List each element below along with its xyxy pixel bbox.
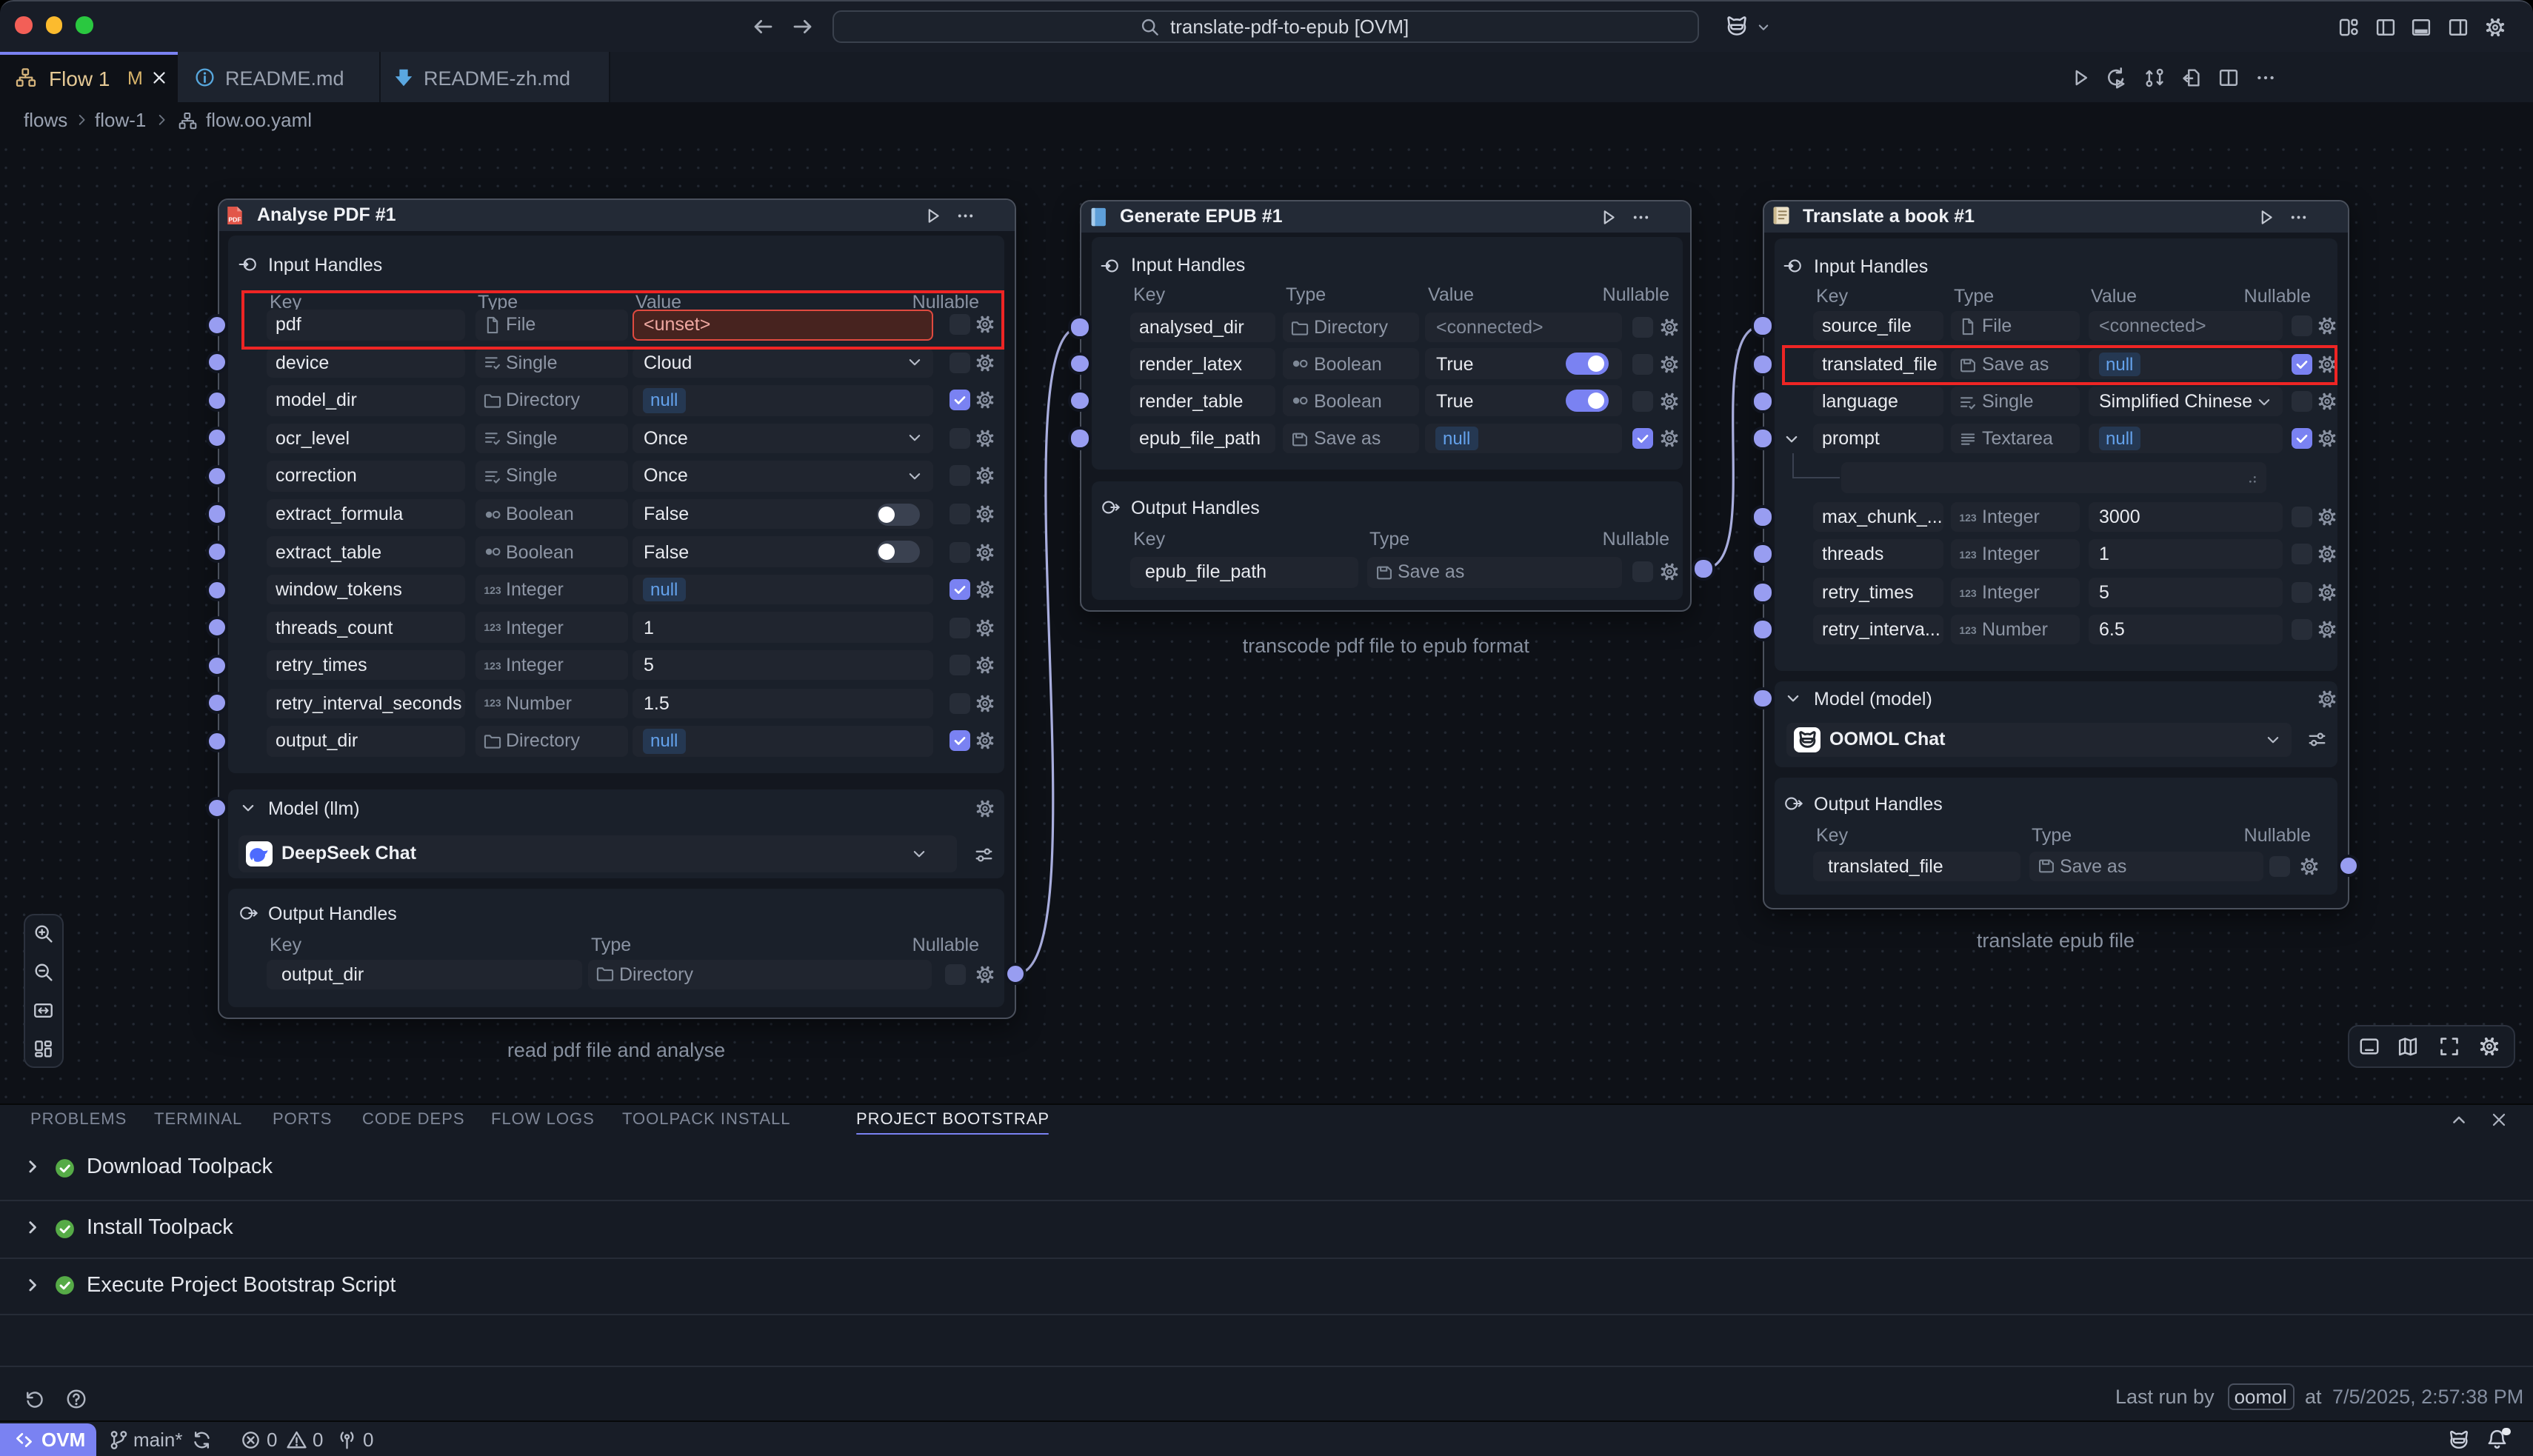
svg-text:123: 123: [483, 584, 501, 595]
svg-text:123: 123: [483, 659, 501, 671]
svg-text:123: 123: [1959, 511, 1977, 523]
svg-text:123: 123: [483, 621, 501, 633]
svg-text:123: 123: [1959, 548, 1977, 560]
svg-text:PDF: PDF: [228, 216, 241, 223]
svg-text:123: 123: [1959, 624, 1977, 635]
svg-text:123: 123: [483, 697, 501, 709]
svg-text:123: 123: [1959, 587, 1977, 598]
